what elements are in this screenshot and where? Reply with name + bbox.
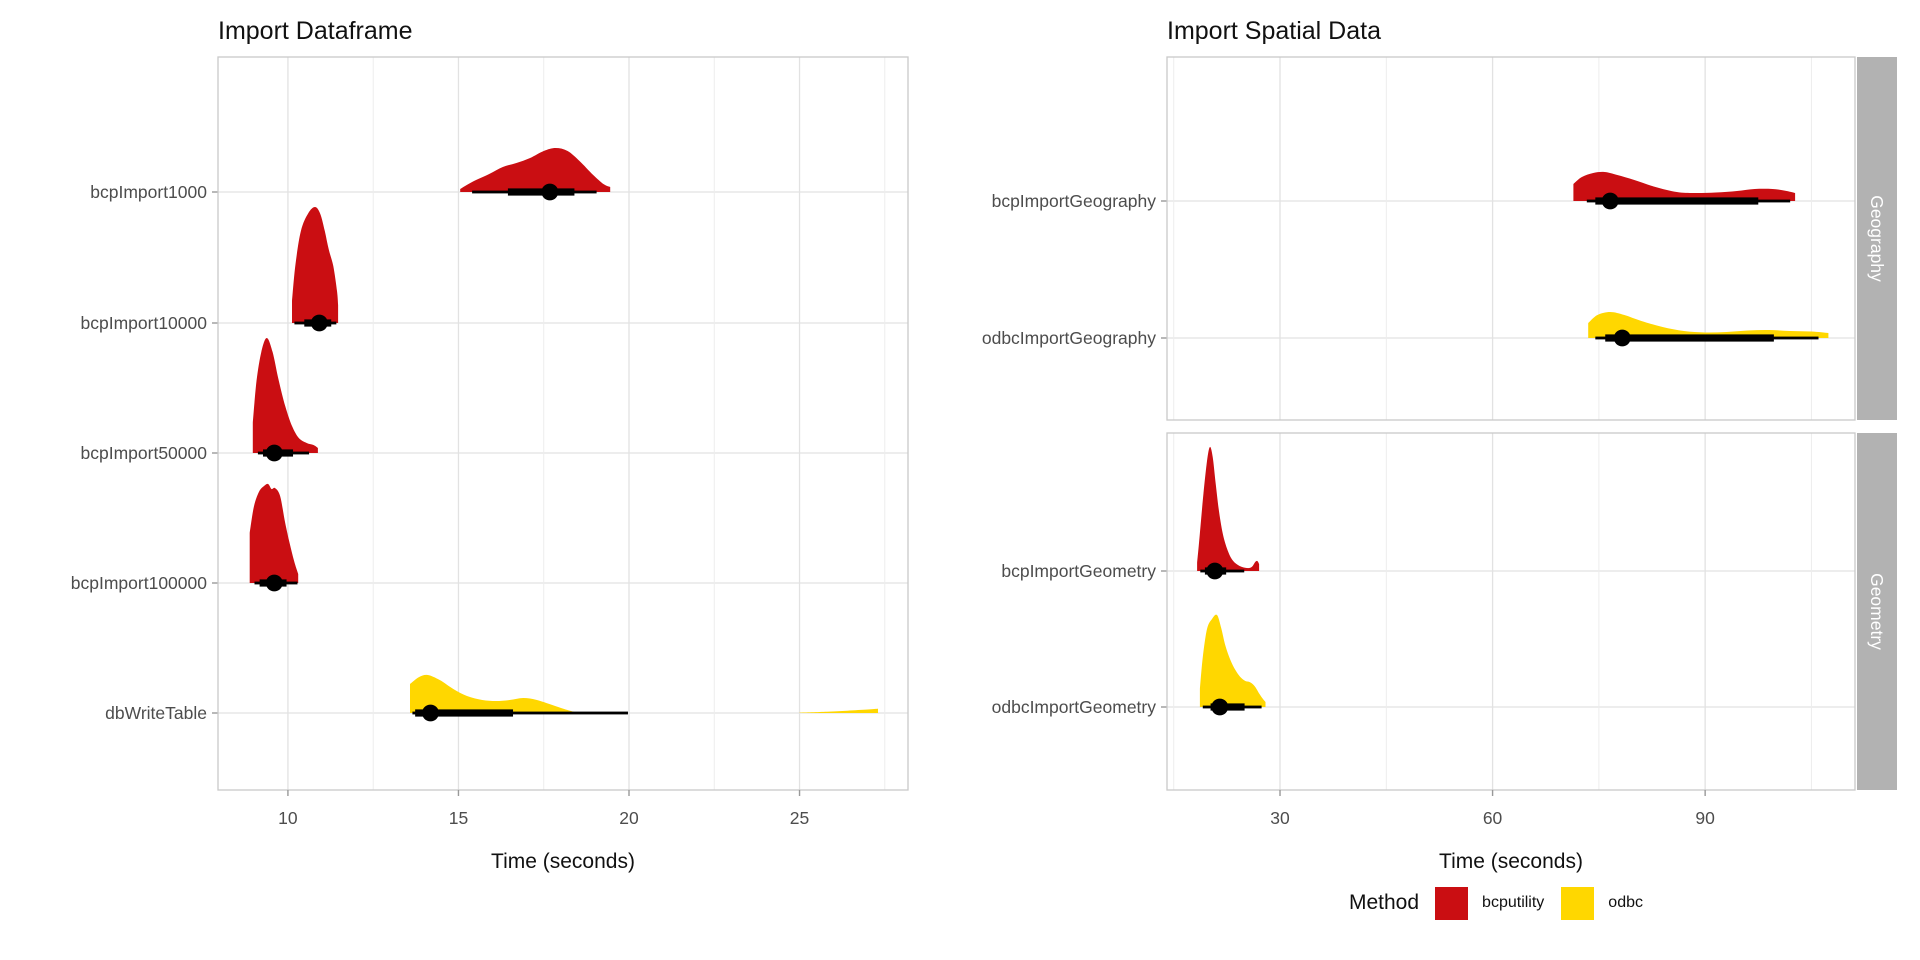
panel-import-dataframe: bcpImport1000 bcpImport10000 bcpImport5000… — [71, 56, 909, 828]
interval-thin-dbwritetable — [412, 711, 628, 715]
x-tick-label-30: 30 — [1270, 808, 1290, 828]
density-bcpimport1000 — [460, 148, 611, 192]
facet-strip-label-geography: Geography — [1867, 195, 1887, 282]
median-dot-bcpimport1000 — [541, 183, 559, 201]
density-outlier-dbwritetable — [799, 708, 878, 713]
interval-thick-bcpimport1000 — [507, 188, 575, 196]
legend-title: Method — [1349, 891, 1420, 914]
legend: Method bcputility odbc — [1349, 886, 1660, 920]
x-tick-label-15: 15 — [449, 808, 468, 828]
facet-geography: bcpImportGeography odbcImportGeography Geo… — [982, 56, 1897, 421]
density-bcpimport10000 — [292, 206, 339, 323]
left-plot-title: Import Dataframe — [218, 17, 413, 45]
left-x-axis-title: Time (seconds) — [491, 850, 635, 873]
median-dot-dbwritetable — [422, 704, 439, 722]
median-dot-bcpimport50000 — [265, 444, 283, 462]
median-dot-odbcimportgeometry — [1211, 698, 1229, 716]
y-axis-label-odbcimportgeometry: odbcImportGeometry — [992, 697, 1157, 717]
interval-thick-dbwritetable — [415, 709, 514, 717]
x-tick-label-10: 10 — [278, 808, 298, 828]
y-axis-label-dbwritetable: dbWriteTable — [105, 703, 207, 723]
legend-swatch-bcputility — [1435, 886, 1469, 920]
facet-import-dataframe: bcpImport1000 bcpImport10000 bcpImport5000… — [71, 56, 909, 791]
y-axis-label-bcpimport10000: bcpImport10000 — [81, 313, 208, 333]
median-dot-bcpimport10000 — [310, 314, 328, 332]
density-bcpimportgeography — [1573, 171, 1796, 201]
x-tick-label-90: 90 — [1695, 808, 1715, 828]
panel-border — [1166, 432, 1856, 791]
panel-border — [217, 56, 909, 791]
interval-thick-bcpimportgeography — [1595, 197, 1759, 205]
y-axis-label-bcpimport50000: bcpImport50000 — [81, 443, 208, 463]
density-bcpimport50000 — [252, 338, 318, 453]
density-bcpimport100000 — [249, 483, 299, 583]
right-plot-title: Import Spatial Data — [1167, 17, 1381, 45]
median-dot-bcpimportgeography — [1601, 192, 1619, 210]
x-tick-label-25: 25 — [790, 808, 809, 828]
legend-swatch-odbc — [1561, 886, 1595, 920]
density-odbcimportgeography — [1588, 312, 1829, 338]
median-dot-bcpimportgeometry — [1206, 562, 1224, 580]
x-tick-label-60: 60 — [1483, 808, 1503, 828]
median-dot-bcpimport100000 — [265, 574, 283, 592]
panel-import-spatial-data: bcpImportGeography odbcImportGeography Geo… — [982, 56, 1897, 828]
median-dot-odbcimportgeography — [1613, 329, 1631, 347]
density-bcpimportgeometry — [1197, 446, 1260, 571]
y-axis-label-bcpimportgeometry: bcpImportGeometry — [1001, 561, 1156, 581]
panel-border — [1166, 56, 1856, 421]
facet-strip-geometry — [1857, 433, 1897, 790]
density-odbcimportgeometry — [1199, 614, 1266, 707]
y-axis-label-bcpimport100000: bcpImport100000 — [71, 573, 207, 593]
facet-geometry: bcpImportGeometry odbcImportGeometry Geome… — [992, 432, 1897, 791]
y-axis-label-odbcimportgeography: odbcImportGeography — [982, 328, 1156, 348]
facet-strip-geography — [1857, 57, 1897, 420]
interval-thick-odbcimportgeography — [1605, 334, 1774, 342]
y-axis-label-bcpimportgeography: bcpImportGeography — [992, 191, 1157, 211]
right-x-axis-title: Time (seconds) — [1439, 850, 1583, 873]
y-axis-label-bcpimport1000: bcpImport1000 — [90, 182, 207, 202]
density-dbwritetable — [410, 674, 575, 713]
legend-label-bcputility: bcputility — [1482, 894, 1545, 911]
x-tick-label-20: 20 — [619, 808, 639, 828]
facet-strip-label-geometry: Geometry — [1867, 573, 1887, 650]
legend-label-odbc: odbc — [1608, 894, 1643, 911]
